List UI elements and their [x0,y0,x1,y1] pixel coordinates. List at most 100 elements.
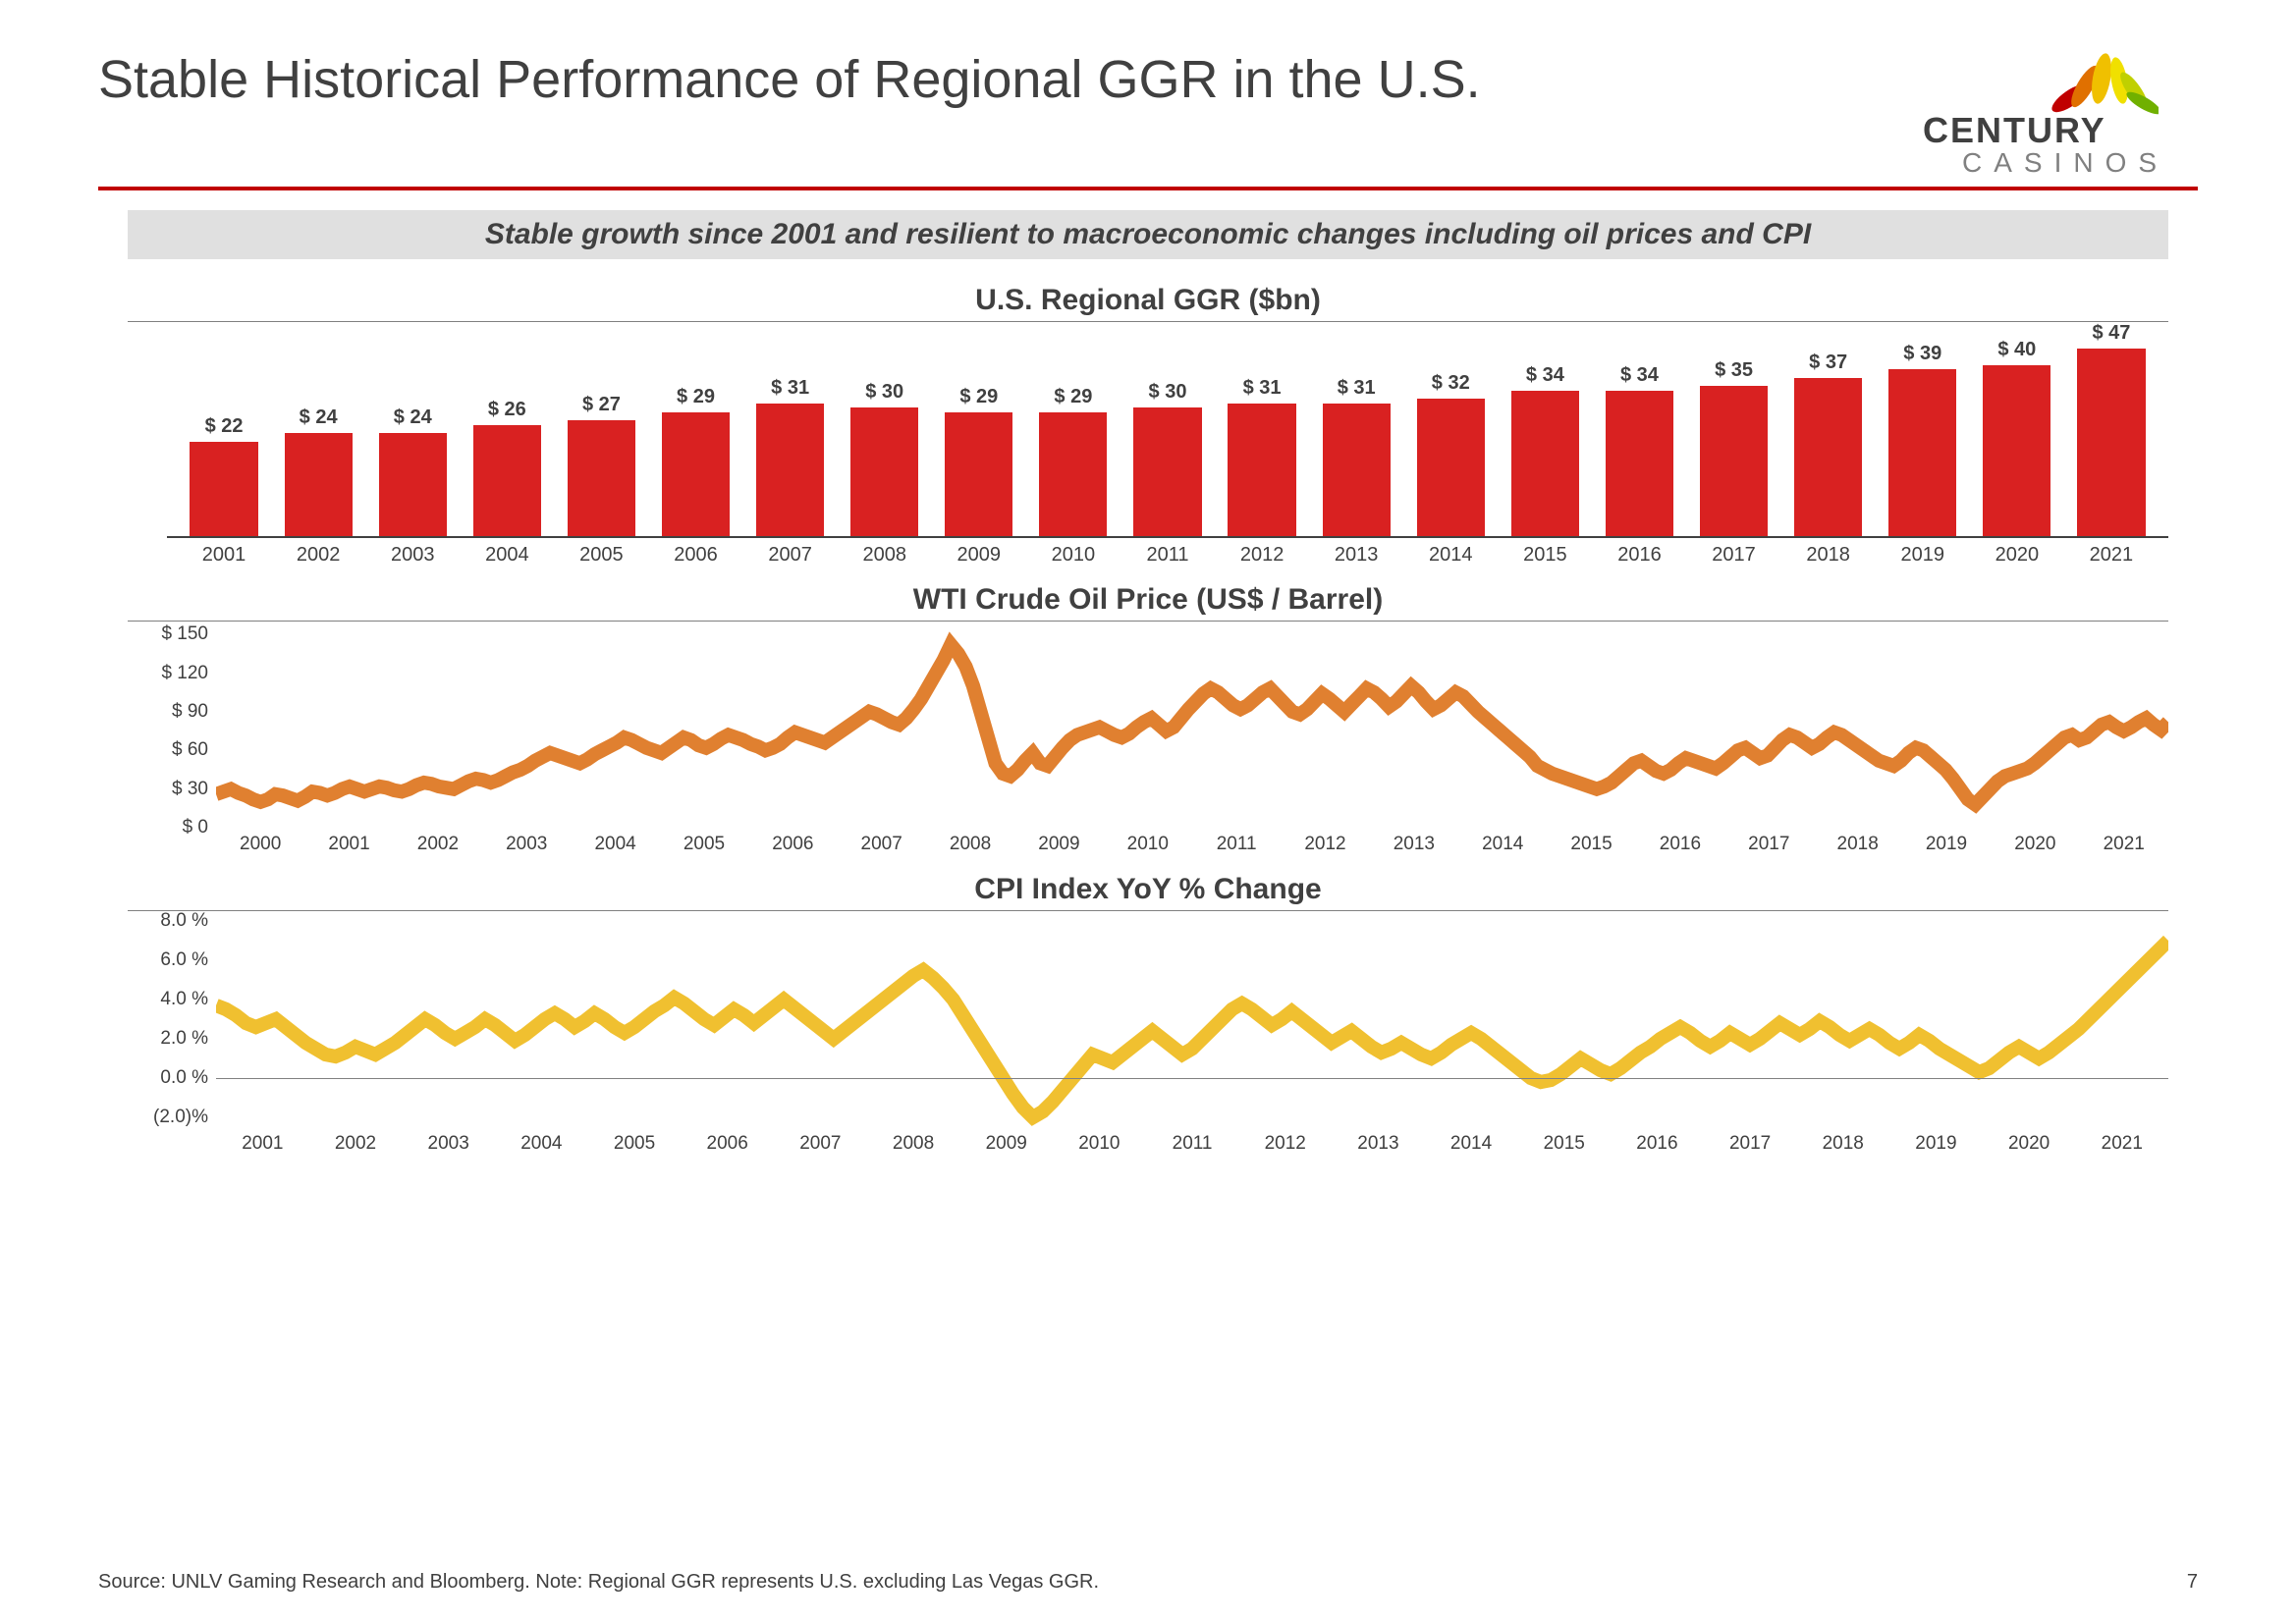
line-xtick: 2017 [1724,828,1813,867]
page-number: 7 [2187,1571,2198,1594]
ytick: $ 60 [172,739,208,761]
bar-col: $ 32 [1403,322,1498,536]
ytick: $ 90 [172,701,208,723]
bar-value-label: $ 29 [1054,386,1092,408]
oil-line-chart: $ 0$ 30$ 60$ 90$ 120$ 150 20002001200220… [128,622,2168,867]
bar-xtick: 2015 [1498,538,1592,577]
bar-rect [1511,391,1579,536]
bar-rect [1039,412,1107,536]
bar-xtick: 2019 [1876,538,1970,577]
bar-rect [1888,369,1956,536]
line-xtick: 2016 [1636,828,1724,867]
bar-rect [2077,349,2145,536]
bar-value-label: $ 24 [300,406,338,429]
line-xtick: 2012 [1238,1127,1332,1166]
bar-value-label: $ 47 [2092,322,2130,345]
line-xtick: 2003 [482,828,571,867]
bar-value-label: $ 35 [1715,359,1753,382]
bar-chart-title: U.S. Regional GGR ($bn) [98,284,2198,317]
bar-xtick: 2004 [460,538,554,577]
bar-xtick: 2009 [932,538,1026,577]
bar-xtick: 2012 [1215,538,1309,577]
line-xtick: 2007 [774,1127,867,1166]
bar-col: $ 35 [1687,322,1781,536]
bar-xtick: 2005 [554,538,648,577]
bar-xtick: 2003 [365,538,460,577]
bar-value-label: $ 34 [1526,364,1564,387]
line-xtick: 2006 [748,828,837,867]
bar-xtick: 2007 [743,538,838,577]
logo-text-line2: CASINOS [1962,147,2168,179]
ytick: 8.0 % [160,910,208,932]
bar-rect [945,412,1012,536]
bar-rect [1606,391,1673,536]
bar-value-label: $ 29 [959,386,998,408]
bar-value-label: $ 30 [1149,381,1187,404]
accent-rule [98,187,2198,190]
bar-rect [1228,404,1295,536]
ytick: $ 150 [161,623,208,645]
bar-rect [568,420,635,536]
bar-rect [285,433,353,536]
bar-col: $ 31 [1309,322,1403,536]
line-xtick: 2018 [1813,828,1901,867]
bar-col: $ 26 [460,322,554,536]
bar-rect [756,404,824,536]
bar-rect [473,425,541,536]
bar-col: $ 39 [1876,322,1970,536]
ytick: (2.0)% [153,1107,208,1128]
logo-text-line1: CENTURY [1923,110,2106,151]
line-series [216,645,2168,805]
bar-rect [850,407,918,536]
bar-col: $ 29 [1026,322,1121,536]
line-xtick: 2009 [1014,828,1103,867]
bar-value-label: $ 32 [1432,372,1470,395]
line-xtick: 2010 [1104,828,1192,867]
bar-xtick: 2020 [1970,538,2064,577]
line-xtick: 2015 [1517,1127,1611,1166]
line-series [216,941,2168,1117]
line-xtick: 2010 [1053,1127,1146,1166]
bar-chart: $ 22$ 24$ 24$ 26$ 27$ 29$ 31$ 30$ 29$ 29… [128,322,2168,577]
bar-xtick: 2011 [1121,538,1215,577]
ytick: 2.0 % [160,1028,208,1050]
oil-chart-title: WTI Crude Oil Price (US$ / Barrel) [98,583,2198,617]
line-xtick: 2013 [1332,1127,1425,1166]
bar-xtick: 2010 [1026,538,1121,577]
line-xtick: 2020 [1991,828,2079,867]
line-xtick: 2006 [681,1127,774,1166]
bar-xtick: 2016 [1592,538,1686,577]
line-xtick: 2017 [1704,1127,1797,1166]
cpi-chart-title: CPI Index YoY % Change [98,873,2198,906]
bar-value-label: $ 22 [205,415,244,438]
source-note: Source: UNLV Gaming Research and Bloombe… [98,1571,1099,1594]
line-xtick: 2015 [1547,828,1635,867]
bar-value-label: $ 31 [771,377,809,400]
bar-value-label: $ 30 [865,381,903,404]
bar-xtick: 2014 [1403,538,1498,577]
page-title: Stable Historical Performance of Regiona… [98,49,1481,110]
line-xtick: 2020 [1983,1127,2076,1166]
bar-col: $ 31 [1215,322,1309,536]
cpi-line-chart: (2.0)%0.0 %2.0 %4.0 %6.0 %8.0 % 20012002… [128,911,2168,1166]
line-xtick: 2014 [1425,1127,1518,1166]
line-xtick: 2019 [1902,828,1991,867]
line-xtick: 2003 [402,1127,495,1166]
line-xtick: 2005 [660,828,748,867]
bar-value-label: $ 40 [1997,339,2036,361]
bar-xtick: 2001 [177,538,271,577]
line-xtick: 2011 [1192,828,1281,867]
bar-col: $ 24 [271,322,365,536]
ytick: 0.0 % [160,1067,208,1089]
bar-col: $ 37 [1781,322,1876,536]
bar-col: $ 29 [932,322,1026,536]
line-xtick: 2008 [926,828,1014,867]
bar-rect [190,442,257,536]
bar-xtick: 2018 [1781,538,1876,577]
bar-xtick: 2021 [2064,538,2159,577]
bar-rect [1323,404,1391,536]
bar-value-label: $ 29 [677,386,715,408]
line-xtick: 2007 [838,828,926,867]
ytick: $ 120 [161,663,208,684]
subtitle-bar: Stable growth since 2001 and resilient t… [128,210,2168,259]
